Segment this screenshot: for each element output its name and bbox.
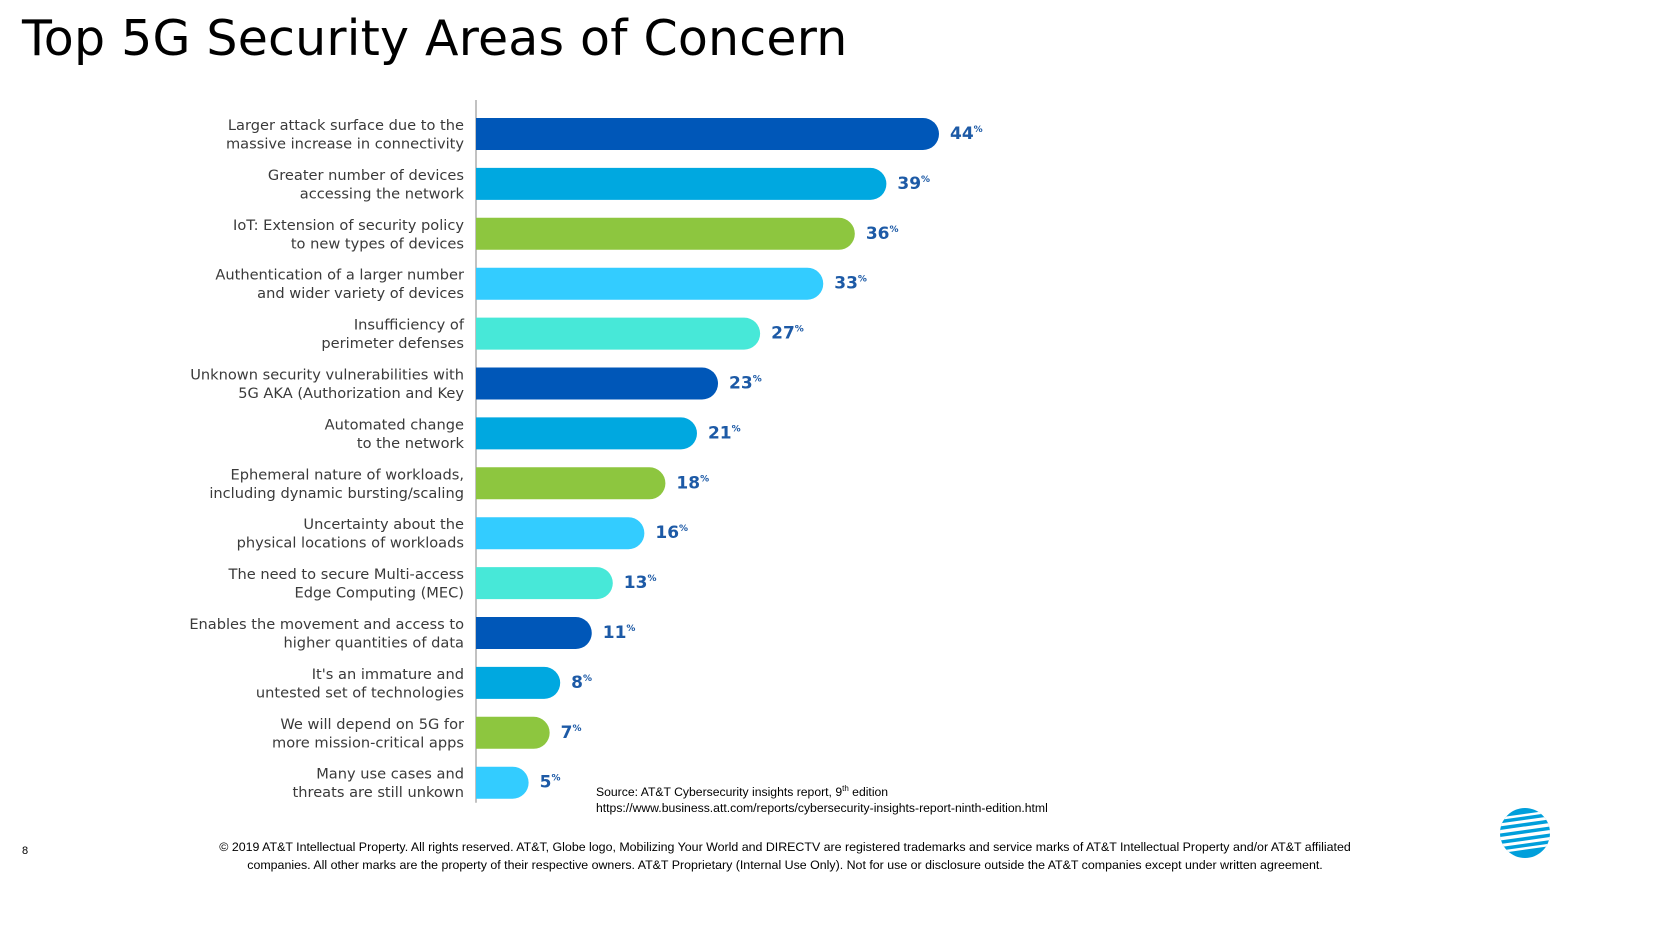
value-label-8: 18%	[676, 473, 709, 493]
bar-2	[476, 167, 887, 200]
footer-line-2: companies. All other marks are the prope…	[247, 858, 1323, 872]
bar-6	[476, 367, 719, 400]
value-label-4: 33%	[834, 274, 867, 294]
category-label-14: Many use cases and threats are still unko…	[293, 766, 464, 802]
page-title: Top 5G Security Areas of Concern	[22, 10, 848, 67]
value-label-10: 13%	[624, 573, 657, 593]
footer-legal: © 2019 AT&T Intellectual Property. All r…	[195, 838, 1375, 874]
value-label-9: 16%	[655, 523, 688, 543]
source-note: Source: AT&T Cybersecurity insights repo…	[596, 781, 1048, 816]
bar-14	[476, 766, 529, 799]
bar-1	[476, 118, 939, 150]
value-label-11: 11%	[603, 623, 636, 643]
bar-10	[476, 567, 613, 600]
category-label-2: Greater number of devices accessing the n…	[268, 167, 465, 203]
bar-7	[476, 417, 697, 450]
source-url[interactable]: https://www.business.att.com/reports/cyb…	[596, 801, 1048, 816]
value-label-1: 44%	[950, 124, 983, 144]
bar-12	[476, 666, 561, 699]
source-superscript: th	[842, 784, 849, 793]
category-label-10: The need to secure Multi-access Edge Comp…	[228, 566, 464, 602]
category-label-7: Automated change to the network	[325, 416, 465, 452]
category-label-4: Authentication of a larger number and wid…	[215, 267, 464, 303]
category-label-3: IoT: Extension of security policy to new …	[233, 217, 464, 253]
page-number: 8	[22, 845, 29, 857]
category-label-11: Enables the movement and access to higher…	[189, 616, 464, 652]
bar-5	[476, 317, 761, 350]
category-label-13: We will depend on 5G for more mission-cri…	[272, 716, 464, 752]
value-label-7: 21%	[708, 423, 741, 443]
bar-11	[476, 617, 592, 649]
bar-8	[476, 467, 666, 500]
value-label-12: 8%	[571, 673, 592, 693]
bar-9	[476, 517, 645, 550]
category-label-5: Insufficiency of perimeter defenses	[321, 317, 464, 353]
category-label-12: It's an immature and untested set of tech…	[256, 666, 464, 702]
value-label-3: 36%	[866, 224, 899, 244]
bar-4	[476, 267, 824, 300]
category-label-9: Uncertainty about the physical locations …	[237, 516, 464, 552]
bar-3	[476, 217, 855, 250]
value-label-2: 39%	[897, 174, 930, 194]
source-line-1: Source: AT&T Cybersecurity insights repo…	[596, 781, 1048, 800]
value-label-5: 27%	[771, 324, 804, 344]
category-label-8: Ephemeral nature of workloads, including …	[209, 466, 464, 502]
source-text: Source: AT&T Cybersecurity insights repo…	[596, 785, 843, 800]
att-globe-icon	[1500, 808, 1550, 858]
category-label-6: Unknown security vulnerabilities with 5G …	[190, 367, 464, 403]
footer-line-1: © 2019 AT&T Intellectual Property. All r…	[219, 840, 1351, 854]
value-label-13: 7%	[561, 723, 582, 743]
value-label-6: 23%	[729, 374, 762, 394]
source-edition: edition	[848, 785, 889, 800]
value-label-14: 5%	[540, 773, 561, 793]
category-label-1: Larger attack surface due to the massive …	[226, 117, 464, 153]
bar-13	[476, 716, 550, 749]
